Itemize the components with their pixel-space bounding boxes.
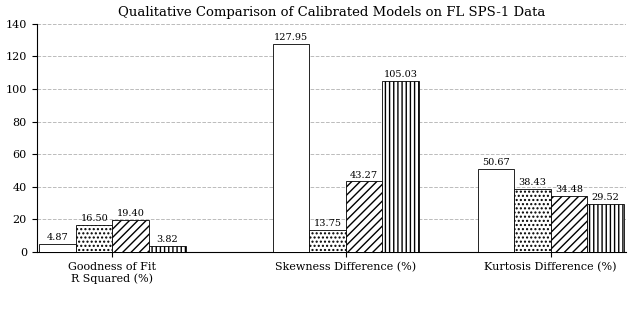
Text: 127.95: 127.95 [274, 33, 308, 42]
Text: 3.82: 3.82 [156, 235, 178, 244]
Bar [587, 204, 624, 252]
Bar [272, 44, 309, 252]
Bar [39, 244, 76, 252]
Text: 4.87: 4.87 [47, 233, 69, 242]
Bar [345, 182, 382, 252]
Bar [76, 225, 112, 252]
Text: 13.75: 13.75 [313, 219, 342, 228]
Text: 38.43: 38.43 [518, 178, 546, 187]
Bar [382, 81, 418, 252]
Text: 34.48: 34.48 [555, 185, 583, 194]
Bar [112, 220, 149, 252]
Bar [551, 196, 587, 252]
Bar [478, 169, 514, 252]
Bar [149, 246, 185, 252]
Bar [514, 189, 551, 252]
Text: 29.52: 29.52 [591, 193, 619, 202]
Text: 50.67: 50.67 [482, 159, 510, 167]
Text: 43.27: 43.27 [350, 171, 378, 180]
Bar [309, 230, 345, 252]
Text: 19.40: 19.40 [117, 209, 145, 218]
Text: 105.03: 105.03 [384, 70, 417, 79]
Title: Qualitative Comparison of Calibrated Models on FL SPS-1 Data: Qualitative Comparison of Calibrated Mod… [118, 5, 545, 18]
Text: 16.50: 16.50 [81, 214, 108, 223]
